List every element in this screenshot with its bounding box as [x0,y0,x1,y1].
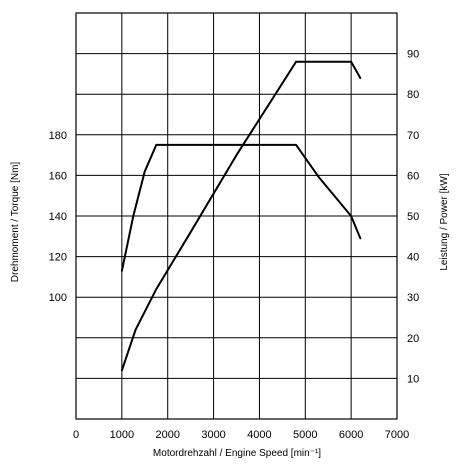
left-y-tick-label: 160 [49,170,67,182]
left-y-tick-label: 120 [49,252,67,264]
x-tick-label: 6000 [339,429,363,441]
x-tick-label: 2000 [155,429,179,441]
right-y-tick-label: 10 [407,373,419,385]
right-y-tick-label: 40 [407,252,419,264]
left-y-tick-labels: 100 120 140 160 180 [49,130,67,304]
right-y-tick-label: 80 [407,89,419,101]
x-tick-label: 0 [73,429,79,441]
x-tick-labels: 0 1000 2000 3000 4000 5000 6000 7000 [73,429,409,441]
right-y-axis-title: Leistung / Power [kW] [439,173,450,270]
power-curve [120,60,362,372]
x-tick-label: 1000 [110,429,134,441]
left-y-axis-title: Drehmoment / Torque [Nm] [10,162,21,283]
right-y-tick-labels: 10 20 30 40 50 60 70 80 90 [407,49,419,386]
series [120,60,362,372]
x-axis-title: Motordrehzahl / Engine Speed [min⁻¹] [153,448,321,459]
right-y-tick-label: 50 [407,211,419,223]
x-tick-label: 3000 [201,429,225,441]
x-tick-label: 7000 [385,429,409,441]
torque-curve [120,143,362,272]
right-y-tick-label: 20 [407,333,419,345]
x-tick-label: 5000 [293,429,317,441]
left-y-tick-label: 140 [49,211,67,223]
right-y-tick-label: 70 [407,130,419,142]
x-tick-label: 4000 [247,429,271,441]
left-y-tick-label: 180 [49,130,67,142]
grid [76,13,397,419]
plot-frame [75,12,398,420]
right-y-tick-label: 60 [407,170,419,182]
right-y-tick-label: 30 [407,292,419,304]
right-y-tick-label: 90 [407,49,419,61]
left-y-tick-label: 100 [49,292,67,304]
